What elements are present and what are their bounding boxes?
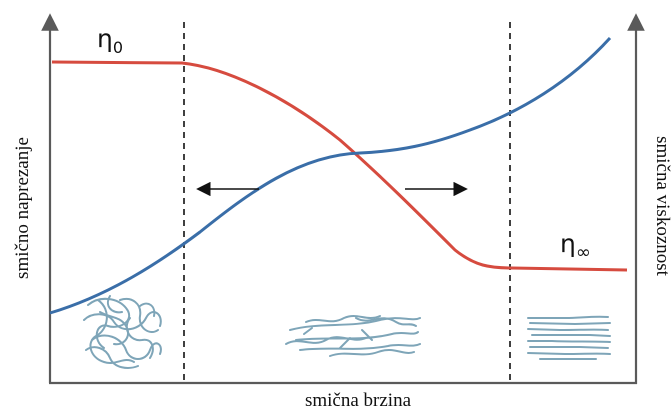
aligned-fibers-icon	[527, 315, 611, 360]
left-y-axis-label: smično naprezanje	[12, 137, 33, 279]
eta-zero-label: η0	[97, 24, 123, 57]
region-dividers	[183, 22, 511, 383]
right-y-axis-label: smična viskoznost	[652, 136, 672, 277]
partially-aligned-fibers-icon	[285, 315, 421, 357]
x-axis-label: smična brzina	[305, 390, 412, 411]
axes	[41, 13, 645, 385]
shear-stress-curve	[49, 36, 612, 315]
tangled-fibers-icon	[83, 295, 162, 369]
eta-infinity-label: η∞	[560, 229, 591, 263]
viscosity-curve	[51, 60, 628, 272]
